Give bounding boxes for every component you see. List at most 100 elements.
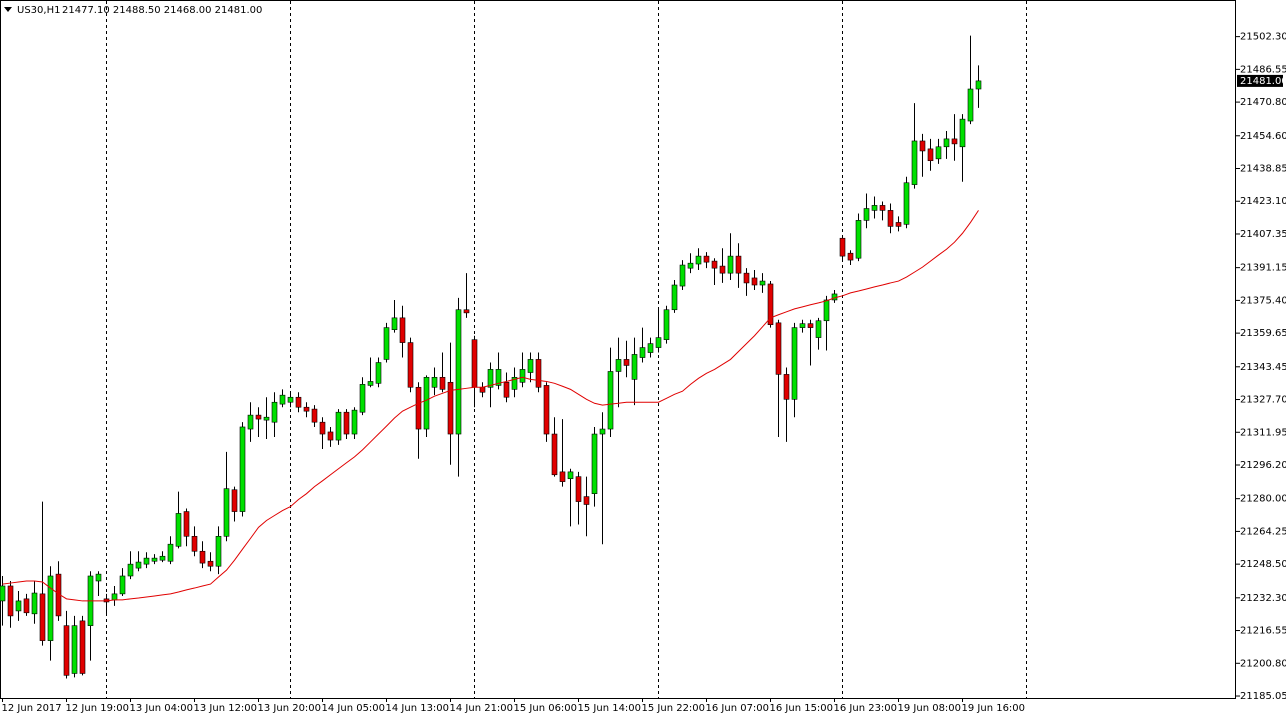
- y-tick-label: 21327.70: [1240, 395, 1286, 406]
- ohlc-text: 21477.10 21488.50 21468.00 21481.00: [62, 5, 262, 16]
- candle-body: [543, 385, 550, 435]
- candle-body: [359, 384, 366, 413]
- candle-body: [175, 513, 182, 547]
- candle-body: [927, 148, 934, 162]
- candle-body: [255, 414, 262, 420]
- x-tick-label: 16 Jun 23:00: [834, 703, 898, 714]
- candle-body: [887, 210, 894, 227]
- candle-body: [383, 327, 390, 360]
- candle-body: [151, 557, 158, 562]
- y-tick-label: 21280.00: [1240, 494, 1286, 505]
- candle-body: [703, 255, 710, 263]
- candle-body: [519, 369, 526, 383]
- x-tick-label: 12 Jun 2017: [2, 703, 62, 714]
- y-tick-label: 21470.80: [1240, 97, 1286, 108]
- candle-body: [239, 426, 246, 512]
- candle-body: [23, 598, 30, 614]
- candle-body: [495, 369, 502, 386]
- candle-body: [631, 354, 638, 380]
- x-tick-label: 16 Jun 15:00: [770, 703, 834, 714]
- candle-body: [287, 396, 294, 403]
- candle-body: [463, 309, 470, 314]
- candle-body: [191, 535, 198, 552]
- candle-body: [799, 323, 806, 328]
- candle-body: [767, 283, 774, 326]
- x-tick-label: 14 Jun 21:00: [450, 703, 514, 714]
- candle-body: [943, 138, 950, 148]
- x-tick-label: 14 Jun 05:00: [322, 703, 386, 714]
- candle-body: [743, 272, 750, 284]
- candle-body: [119, 575, 126, 595]
- x-tick-label: 15 Jun 22:00: [642, 703, 706, 714]
- candle-body: [599, 428, 606, 435]
- candle-body: [975, 80, 982, 90]
- candle-body: [367, 381, 374, 386]
- candle-body: [863, 208, 870, 221]
- candle-body: [295, 396, 302, 408]
- x-tick-label: 13 Jun 04:00: [130, 703, 194, 714]
- candle-body: [655, 337, 662, 348]
- y-tick-label: 21375.40: [1240, 295, 1286, 306]
- candle-body: [591, 433, 598, 494]
- candle-body: [447, 381, 454, 435]
- candle-body: [583, 496, 590, 505]
- candle-body: [183, 511, 190, 537]
- candle-body: [623, 359, 630, 366]
- x-tick-label: 13 Jun 12:00: [194, 703, 258, 714]
- candle-body: [815, 320, 822, 338]
- candle-body: [375, 362, 382, 384]
- candle-body: [775, 322, 782, 375]
- candle-body: [471, 339, 478, 388]
- candle-body: [959, 118, 966, 148]
- y-tick-label: 21264.25: [1240, 526, 1286, 537]
- candle-body: [911, 140, 918, 185]
- candle-body: [647, 343, 654, 353]
- candle-body: [439, 376, 446, 390]
- candle-body: [487, 369, 494, 388]
- candle-body: [159, 555, 166, 561]
- candle-body: [967, 88, 974, 122]
- candle-body: [71, 625, 78, 674]
- candle-body: [407, 342, 414, 388]
- y-tick-label: 21502.30: [1240, 32, 1286, 43]
- candle-body: [855, 220, 862, 259]
- candle-body: [351, 409, 358, 435]
- candle-body: [847, 252, 854, 261]
- candle-body: [319, 421, 326, 435]
- y-tick-label: 21423.10: [1240, 196, 1286, 207]
- candle-body: [951, 138, 958, 145]
- candle-body: [615, 359, 622, 372]
- candle-body: [127, 563, 134, 577]
- candle-body: [919, 140, 926, 152]
- candle-body: [687, 262, 694, 269]
- candle-body: [783, 374, 790, 400]
- y-tick-label: 21232.30: [1240, 593, 1286, 604]
- candle-body: [839, 237, 846, 257]
- candle-body: [871, 205, 878, 211]
- candle-body: [535, 359, 542, 388]
- candle-body: [759, 280, 766, 286]
- candle-body: [719, 265, 726, 274]
- candle-body: [807, 323, 814, 328]
- candle-body: [399, 317, 406, 343]
- candle-body: [63, 625, 70, 676]
- candle-body: [95, 573, 102, 582]
- candle-body: [559, 471, 566, 482]
- price-label-box: [1237, 74, 1283, 87]
- y-tick-label: 21248.50: [1240, 559, 1286, 570]
- candle-body: [31, 592, 38, 615]
- candle-body: [895, 222, 902, 227]
- candle-body: [79, 620, 86, 674]
- candle-body: [879, 205, 886, 211]
- candle-body: [223, 488, 230, 537]
- candle-body: [231, 489, 238, 512]
- candle-body: [679, 264, 686, 287]
- candle-body: [15, 600, 22, 612]
- candle-body: [0, 585, 6, 602]
- candle-body: [263, 416, 270, 421]
- candle-body: [391, 317, 398, 330]
- candle-body: [527, 359, 534, 373]
- y-tick-label: 21185.05: [1240, 691, 1286, 702]
- candle-body: [111, 593, 118, 601]
- candle-body: [247, 414, 254, 430]
